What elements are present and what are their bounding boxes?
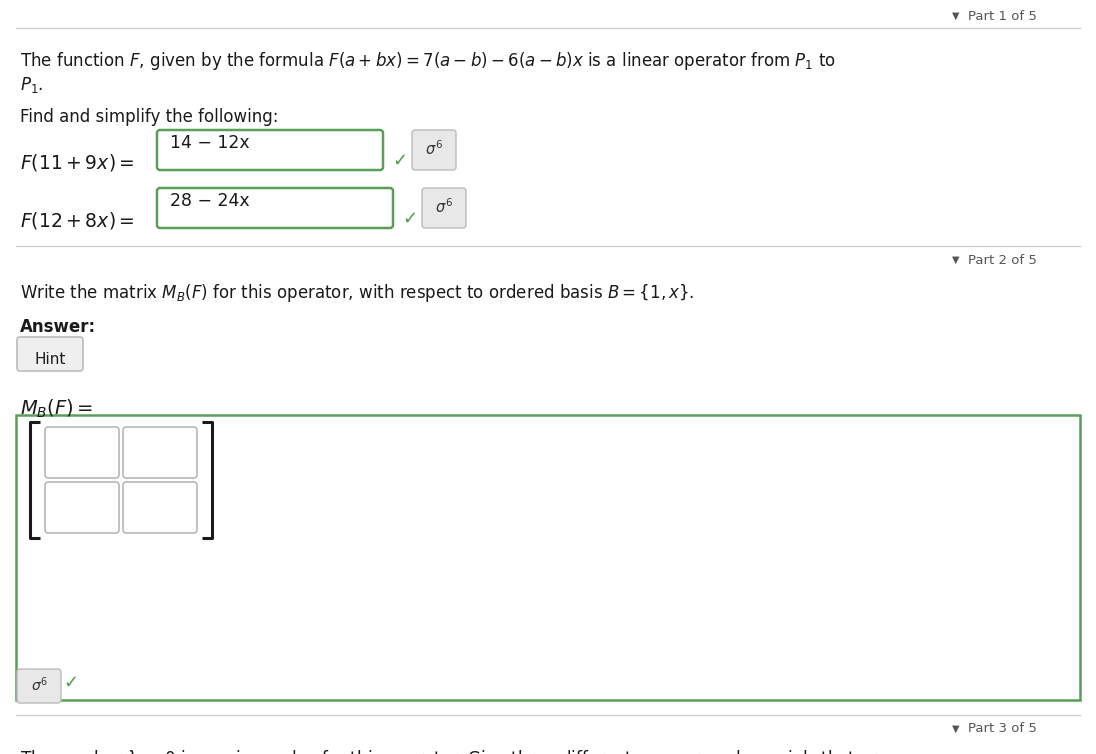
Text: $F(12 + 8x) =$: $F(12 + 8x) =$ [20, 210, 135, 231]
Text: 7: 7 [77, 443, 88, 461]
Text: 28 − 24x: 28 − 24x [170, 192, 250, 210]
Text: Write the matrix $M_B(F)$ for this operator, with respect to ordered basis $B = : Write the matrix $M_B(F)$ for this opera… [20, 282, 695, 304]
Text: Find and simplify the following:: Find and simplify the following: [20, 108, 278, 126]
Text: $M_B(F) =$: $M_B(F) =$ [20, 398, 93, 420]
FancyBboxPatch shape [123, 482, 197, 533]
Text: The function $F$, given by the formula $F(a + bx) = 7(a - b) - 6(a - b)x$ is a l: The function $F$, given by the formula $… [20, 50, 836, 72]
Text: ▼: ▼ [952, 11, 959, 21]
FancyBboxPatch shape [123, 427, 197, 478]
Text: ✓: ✓ [62, 674, 78, 692]
Text: -6: -6 [73, 498, 91, 516]
FancyBboxPatch shape [45, 427, 119, 478]
Text: $\sigma^6$: $\sigma^6$ [435, 198, 453, 216]
Text: Part 1 of 5: Part 1 of 5 [968, 10, 1037, 23]
Text: -7: -7 [151, 443, 169, 461]
FancyBboxPatch shape [157, 130, 383, 170]
Text: $P_1$.: $P_1$. [20, 75, 44, 95]
FancyBboxPatch shape [18, 337, 83, 371]
Text: 14 − 12x: 14 − 12x [170, 134, 250, 152]
FancyBboxPatch shape [157, 188, 393, 228]
Text: ▼: ▼ [952, 724, 959, 734]
FancyBboxPatch shape [45, 482, 119, 533]
Text: Part 3 of 5: Part 3 of 5 [968, 722, 1037, 735]
Text: The number $\lambda_1 = 0$ is an eigenvalue for this operator. Give three differ: The number $\lambda_1 = 0$ is an eigenva… [20, 748, 888, 754]
Text: $\sigma^6$: $\sigma^6$ [31, 676, 47, 694]
Text: $\sigma^6$: $\sigma^6$ [425, 139, 443, 158]
FancyBboxPatch shape [412, 130, 456, 170]
Text: ✓: ✓ [392, 152, 407, 170]
Text: ▼: ▼ [952, 255, 959, 265]
Text: Hint: Hint [34, 352, 66, 367]
Text: Part 2 of 5: Part 2 of 5 [968, 253, 1037, 266]
FancyBboxPatch shape [18, 669, 61, 703]
Text: $F(11 + 9x) =$: $F(11 + 9x) =$ [20, 152, 135, 173]
Text: ✓: ✓ [402, 210, 418, 228]
Text: Answer:: Answer: [20, 318, 96, 336]
FancyBboxPatch shape [422, 188, 466, 228]
Bar [16, 415, 1080, 700]
Text: 6: 6 [155, 498, 165, 516]
